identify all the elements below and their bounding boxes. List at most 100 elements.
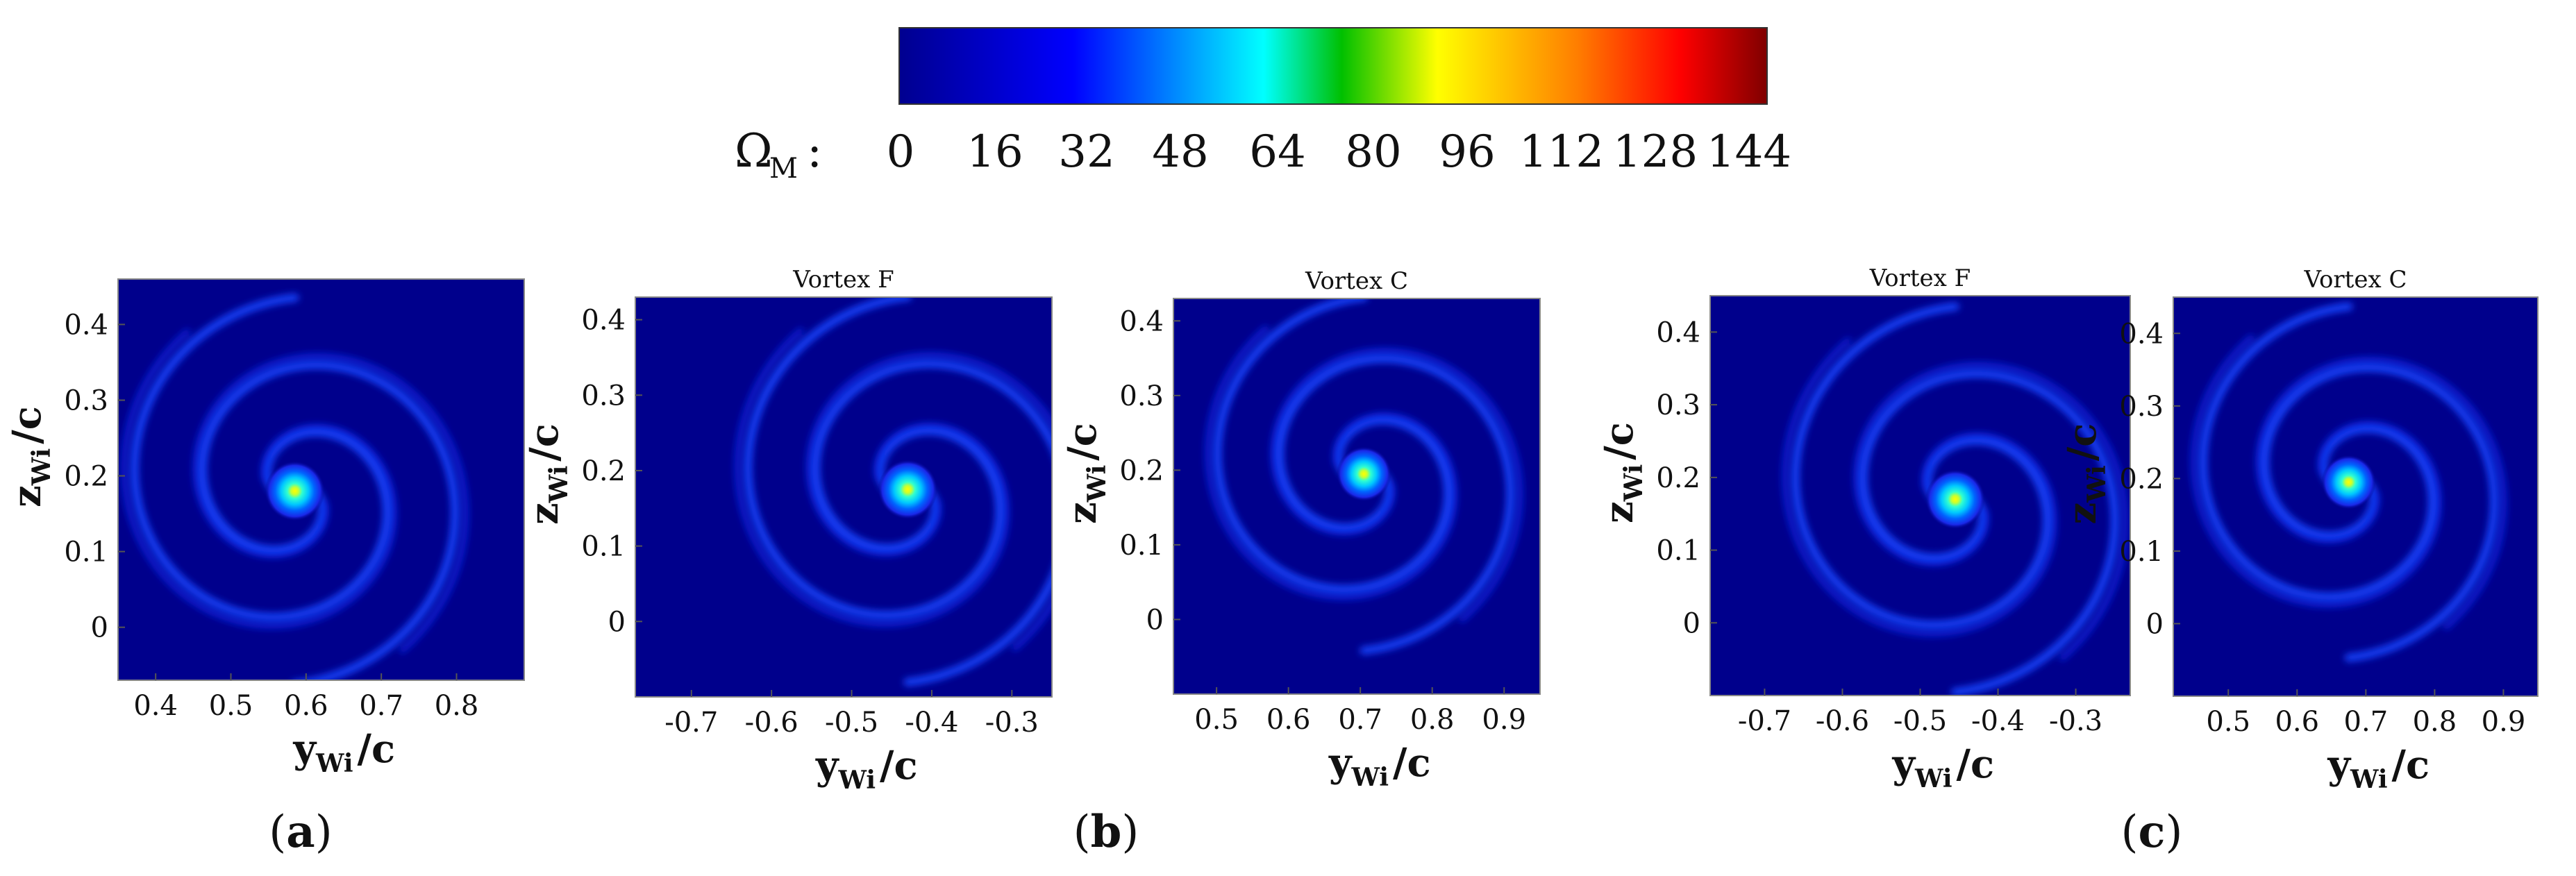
y-tick-label: 0.1 [1656, 535, 1700, 567]
colorbar-symbol: Ω [735, 124, 773, 178]
panel-label: (c) [2121, 806, 2183, 858]
plot-title: Vortex C [1305, 267, 1408, 295]
x-tick-label: 0.7 [2344, 706, 2389, 738]
y-tick-label: 0.3 [1656, 389, 1700, 421]
x-axis-label: yWi/c [1892, 741, 1995, 793]
plot-title: Vortex C [2304, 266, 2407, 294]
vortex-core [265, 461, 325, 521]
y-tick-label: 0 [608, 606, 626, 638]
y-axis-label: zWi/c [1596, 422, 1648, 523]
y-tick-label: 0 [91, 612, 108, 644]
x-tick-label: 0.6 [2275, 706, 2319, 738]
x-tick-label: -0.3 [2049, 705, 2102, 737]
x-tick-label: 0.9 [1482, 704, 1526, 736]
x-tick-label: -0.4 [1971, 705, 2025, 737]
plot-frame [117, 278, 525, 681]
plot-frame [635, 296, 1053, 698]
y-tick-label: 0.1 [581, 531, 626, 563]
x-tick-label: 0.7 [359, 690, 403, 722]
x-tick-label: -0.5 [825, 707, 878, 739]
colorbar-tick-label: 64 [1249, 126, 1305, 178]
y-tick-label: 0.3 [2119, 391, 2164, 423]
x-axis-label: yWi/c [2327, 742, 2430, 794]
x-tick-label: -0.5 [1893, 705, 1947, 737]
vortex-core [1336, 446, 1391, 502]
y-tick-label: 0 [2146, 608, 2164, 640]
colorbar-tick-label: 48 [1152, 126, 1208, 178]
plot-title: Vortex F [1869, 264, 1971, 292]
x-tick-label: 0.8 [2413, 706, 2457, 738]
panel-label: (b) [1073, 806, 1139, 858]
y-axis-label: zWi/c [1060, 423, 1112, 524]
y-tick-label: 0.4 [1656, 317, 1700, 348]
x-tick-label: 0.5 [209, 690, 253, 722]
x-tick-label: 0.6 [284, 690, 328, 722]
x-axis-label: yWi/c [293, 726, 396, 778]
x-axis-label: yWi/c [815, 743, 918, 795]
y-tick-label: 0.4 [64, 309, 108, 341]
x-tick-label: -0.7 [664, 707, 718, 739]
x-tick-label: -0.4 [905, 707, 958, 739]
colorbar-tick-label: 16 [967, 126, 1023, 178]
x-tick-label: 0.8 [435, 690, 479, 722]
heatmap-plot-2: Vortex F -0.7 -0.6 -0.5 -0.4 -0.3 0 0.1 0.2 0.3 0.… [521, 266, 1053, 795]
y-tick-label: 0.2 [581, 455, 626, 487]
plot-frame [2173, 296, 2539, 697]
vortex-core [878, 459, 938, 520]
x-tick-label: 0.5 [1194, 704, 1239, 736]
x-tick-label: -0.3 [985, 707, 1039, 739]
y-axis-label: zWi/c [2059, 423, 2111, 525]
heatmap-field [635, 297, 1052, 697]
y-tick-label: 0.4 [581, 305, 626, 337]
vorticity-spiral-arms [121, 293, 469, 680]
colorbar-tick-label: 0 [887, 126, 915, 178]
vorticity-spiral-arms [734, 297, 1052, 687]
y-axis-label: zWi/c [4, 406, 56, 507]
heatmap-field [1710, 296, 2130, 696]
x-tick-label: 0.6 [1266, 704, 1311, 736]
colorbar-tick-label: 80 [1345, 126, 1401, 178]
y-tick-label: 0 [1683, 607, 1700, 639]
vorticity-spiral-arms [1782, 302, 2129, 696]
heatmap-plot-3: Vortex C 0.5 0.6 0.7 0.8 0.9 0 0.1 0.2 0.3 0.4 yWi /… [1060, 267, 1541, 792]
y-tick-label: 0.2 [1656, 462, 1700, 494]
plot-frame [1173, 298, 1541, 695]
vorticity-spiral-arms [2190, 302, 2507, 662]
colorbar-gradient [898, 27, 1768, 105]
y-tick-label: 0.3 [581, 380, 626, 412]
y-tick-label: 0.2 [1119, 455, 1164, 487]
heatmap-plot-1: 0.4 0.5 0.6 0.7 0.8 0 0.1 0.2 0.3 0.4 yWi/c zWi/c [4, 278, 525, 778]
vorticity-spiral-arms [1205, 298, 1523, 655]
x-tick-label: 0.8 [1410, 704, 1455, 736]
y-tick-label: 0.2 [64, 461, 108, 493]
colorbar-tick-label: 32 [1058, 126, 1114, 178]
colorbar-tick-label: 112 [1519, 126, 1604, 178]
colorbar-tick-label: 128 [1613, 126, 1698, 178]
x-tick-label: 0.4 [133, 690, 178, 722]
plots: 0.4 0.5 0.6 0.7 0.800.10.20.30.4yWi/czWi/cVo… [4, 264, 2539, 795]
panel-labels: (a) (b) (c) [269, 806, 2182, 858]
x-tick-label: -0.7 [1738, 705, 1791, 737]
colorbar-colon: : [807, 124, 822, 178]
x-tick-label: 0.7 [1338, 704, 1382, 736]
colorbar: 0 16 32 48 64 80 96 112 128 144 ΩM: [735, 27, 1791, 185]
vortex-core [2321, 455, 2376, 509]
heatmap-plot-5: Vortex C 0.5 0.6 0.7 0.8 0.9 0 0.1 0.2 0.3 0.4 yWi /… [2059, 266, 2539, 794]
x-tick-label: 0.9 [2482, 706, 2526, 738]
vortex-core [1925, 469, 1986, 530]
x-tick-label: 0.5 [2206, 706, 2250, 738]
y-tick-label: 0.1 [2119, 536, 2164, 568]
y-tick-label: 0.2 [2119, 463, 2164, 495]
y-tick-label: 0 [1146, 604, 1164, 636]
colorbar-tick-label: 144 [1707, 126, 1791, 178]
x-tick-label: -0.6 [745, 707, 798, 739]
colorbar-symbol-subscript: M [769, 153, 798, 185]
y-tick-label: 0.4 [2119, 318, 2164, 350]
x-tick-label: -0.6 [1816, 705, 1869, 737]
colorbar-tick-label: 96 [1439, 126, 1495, 178]
y-tick-label: 0.4 [1119, 305, 1164, 337]
heatmap-plot-4: Vortex F -0.7 -0.6 -0.5 -0.4 -0.3 0 0.1 0.2 0.3 0.… [1596, 264, 2131, 793]
y-tick-label: 0.1 [1119, 530, 1164, 562]
y-tick-label: 0.3 [64, 385, 108, 416]
